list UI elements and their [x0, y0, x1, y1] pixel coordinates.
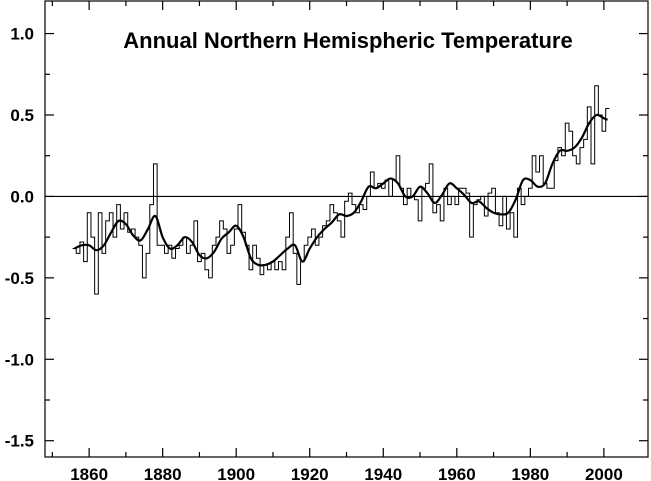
x-tick-label: 1880: [144, 465, 182, 481]
y-tick-label: 0.5: [10, 106, 34, 125]
x-tick-label: 2000: [585, 465, 623, 481]
x-tick-label: 1920: [291, 465, 329, 481]
x-tick-label: 1900: [217, 465, 255, 481]
chart-title: Annual Northern Hemispheric Temperature: [123, 28, 572, 53]
annual-step-series: [72, 85, 610, 295]
x-axis: 1860 1880 1900 1920 1940 1960 1980 2000: [51, 1, 623, 481]
y-tick-label: 0.0: [10, 187, 34, 206]
y-tick-label: -1.5: [5, 432, 34, 451]
smoothed-trend-series: [73, 113, 609, 267]
x-tick-label: 1980: [511, 465, 549, 481]
x-tick-label: 1940: [364, 465, 402, 481]
y-axis: 1.0 0.5 0.0 -0.5 -1.0 -1.5: [5, 25, 648, 451]
x-tick-label: 1960: [438, 465, 476, 481]
y-tick-label: -0.5: [5, 269, 34, 288]
x-tick-label: 1860: [70, 465, 108, 481]
y-tick-label: -1.0: [5, 350, 34, 369]
y-tick-label: 1.0: [10, 25, 34, 44]
series-layer: [72, 85, 610, 295]
